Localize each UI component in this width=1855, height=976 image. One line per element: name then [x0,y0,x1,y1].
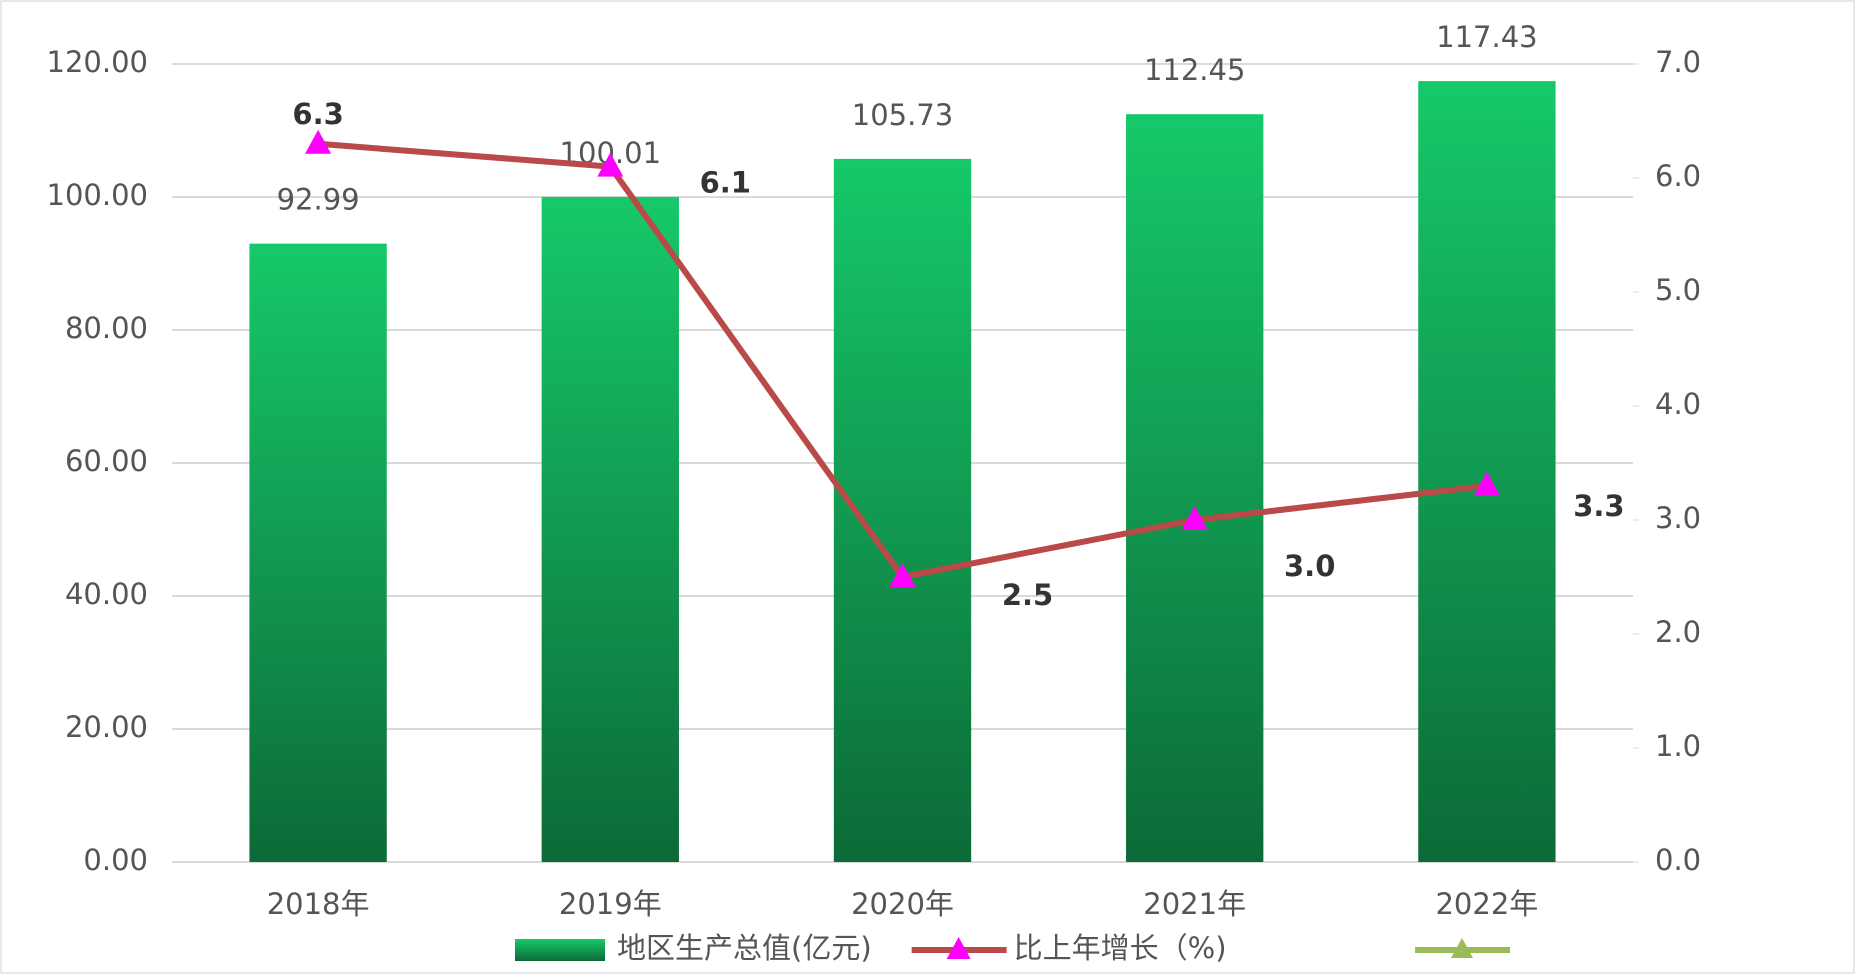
line-marker [1181,506,1208,530]
y-tick-label: 120.00 [47,45,148,79]
y2-tick-label: 1.0 [1655,729,1701,763]
bar-value-label: 92.99 [277,183,360,217]
y2-tick-label: 7.0 [1655,45,1701,79]
x-tick-label: 2021年 [1143,887,1246,921]
legend-extra [1415,938,1510,958]
y-tick-label: 80.00 [65,311,148,345]
line-value-label: 3.0 [1284,549,1335,583]
bar-value-label: 105.73 [852,98,953,132]
y-tick-label: 0.00 [83,843,148,877]
bar [249,243,387,862]
x-tick-label: 2018年 [267,887,370,921]
bar [1418,81,1556,862]
bar-value-label: 112.45 [1144,53,1245,87]
legend-swatch [515,939,605,961]
y2-tick-label: 3.0 [1655,501,1701,535]
line-value-label: 3.3 [1573,489,1624,523]
y2-tick-label: 0.0 [1655,843,1701,877]
line-marker [889,563,916,587]
y2-tick-label: 4.0 [1655,387,1701,421]
bar [541,196,679,863]
line-value-label: 2.5 [1002,578,1053,612]
y-tick-label: 40.00 [65,577,148,611]
x-tick-label: 2020年 [851,887,954,921]
y-tick-label: 100.00 [47,178,148,212]
legend-marker [946,937,971,959]
bar [1126,114,1264,862]
y2-tick-label: 2.0 [1655,615,1701,649]
legend-label: 地区生产总值(亿元) [617,931,872,965]
y-tick-label: 20.00 [65,710,148,744]
line-marker [305,129,332,154]
line-marker [1473,471,1500,496]
y2-tick-label: 5.0 [1655,273,1701,307]
line-value-label: 6.3 [292,97,343,131]
y-tick-label: 60.00 [65,444,148,478]
line-marker [597,152,624,177]
x-tick-label: 2019年 [559,887,662,921]
x-tick-label: 2022年 [1435,887,1538,921]
bar-value-label: 117.43 [1436,20,1537,54]
legend-label: 比上年增长（%) [1014,931,1227,965]
y2-tick-label: 6.0 [1655,159,1701,193]
line-value-label: 6.1 [700,166,751,200]
